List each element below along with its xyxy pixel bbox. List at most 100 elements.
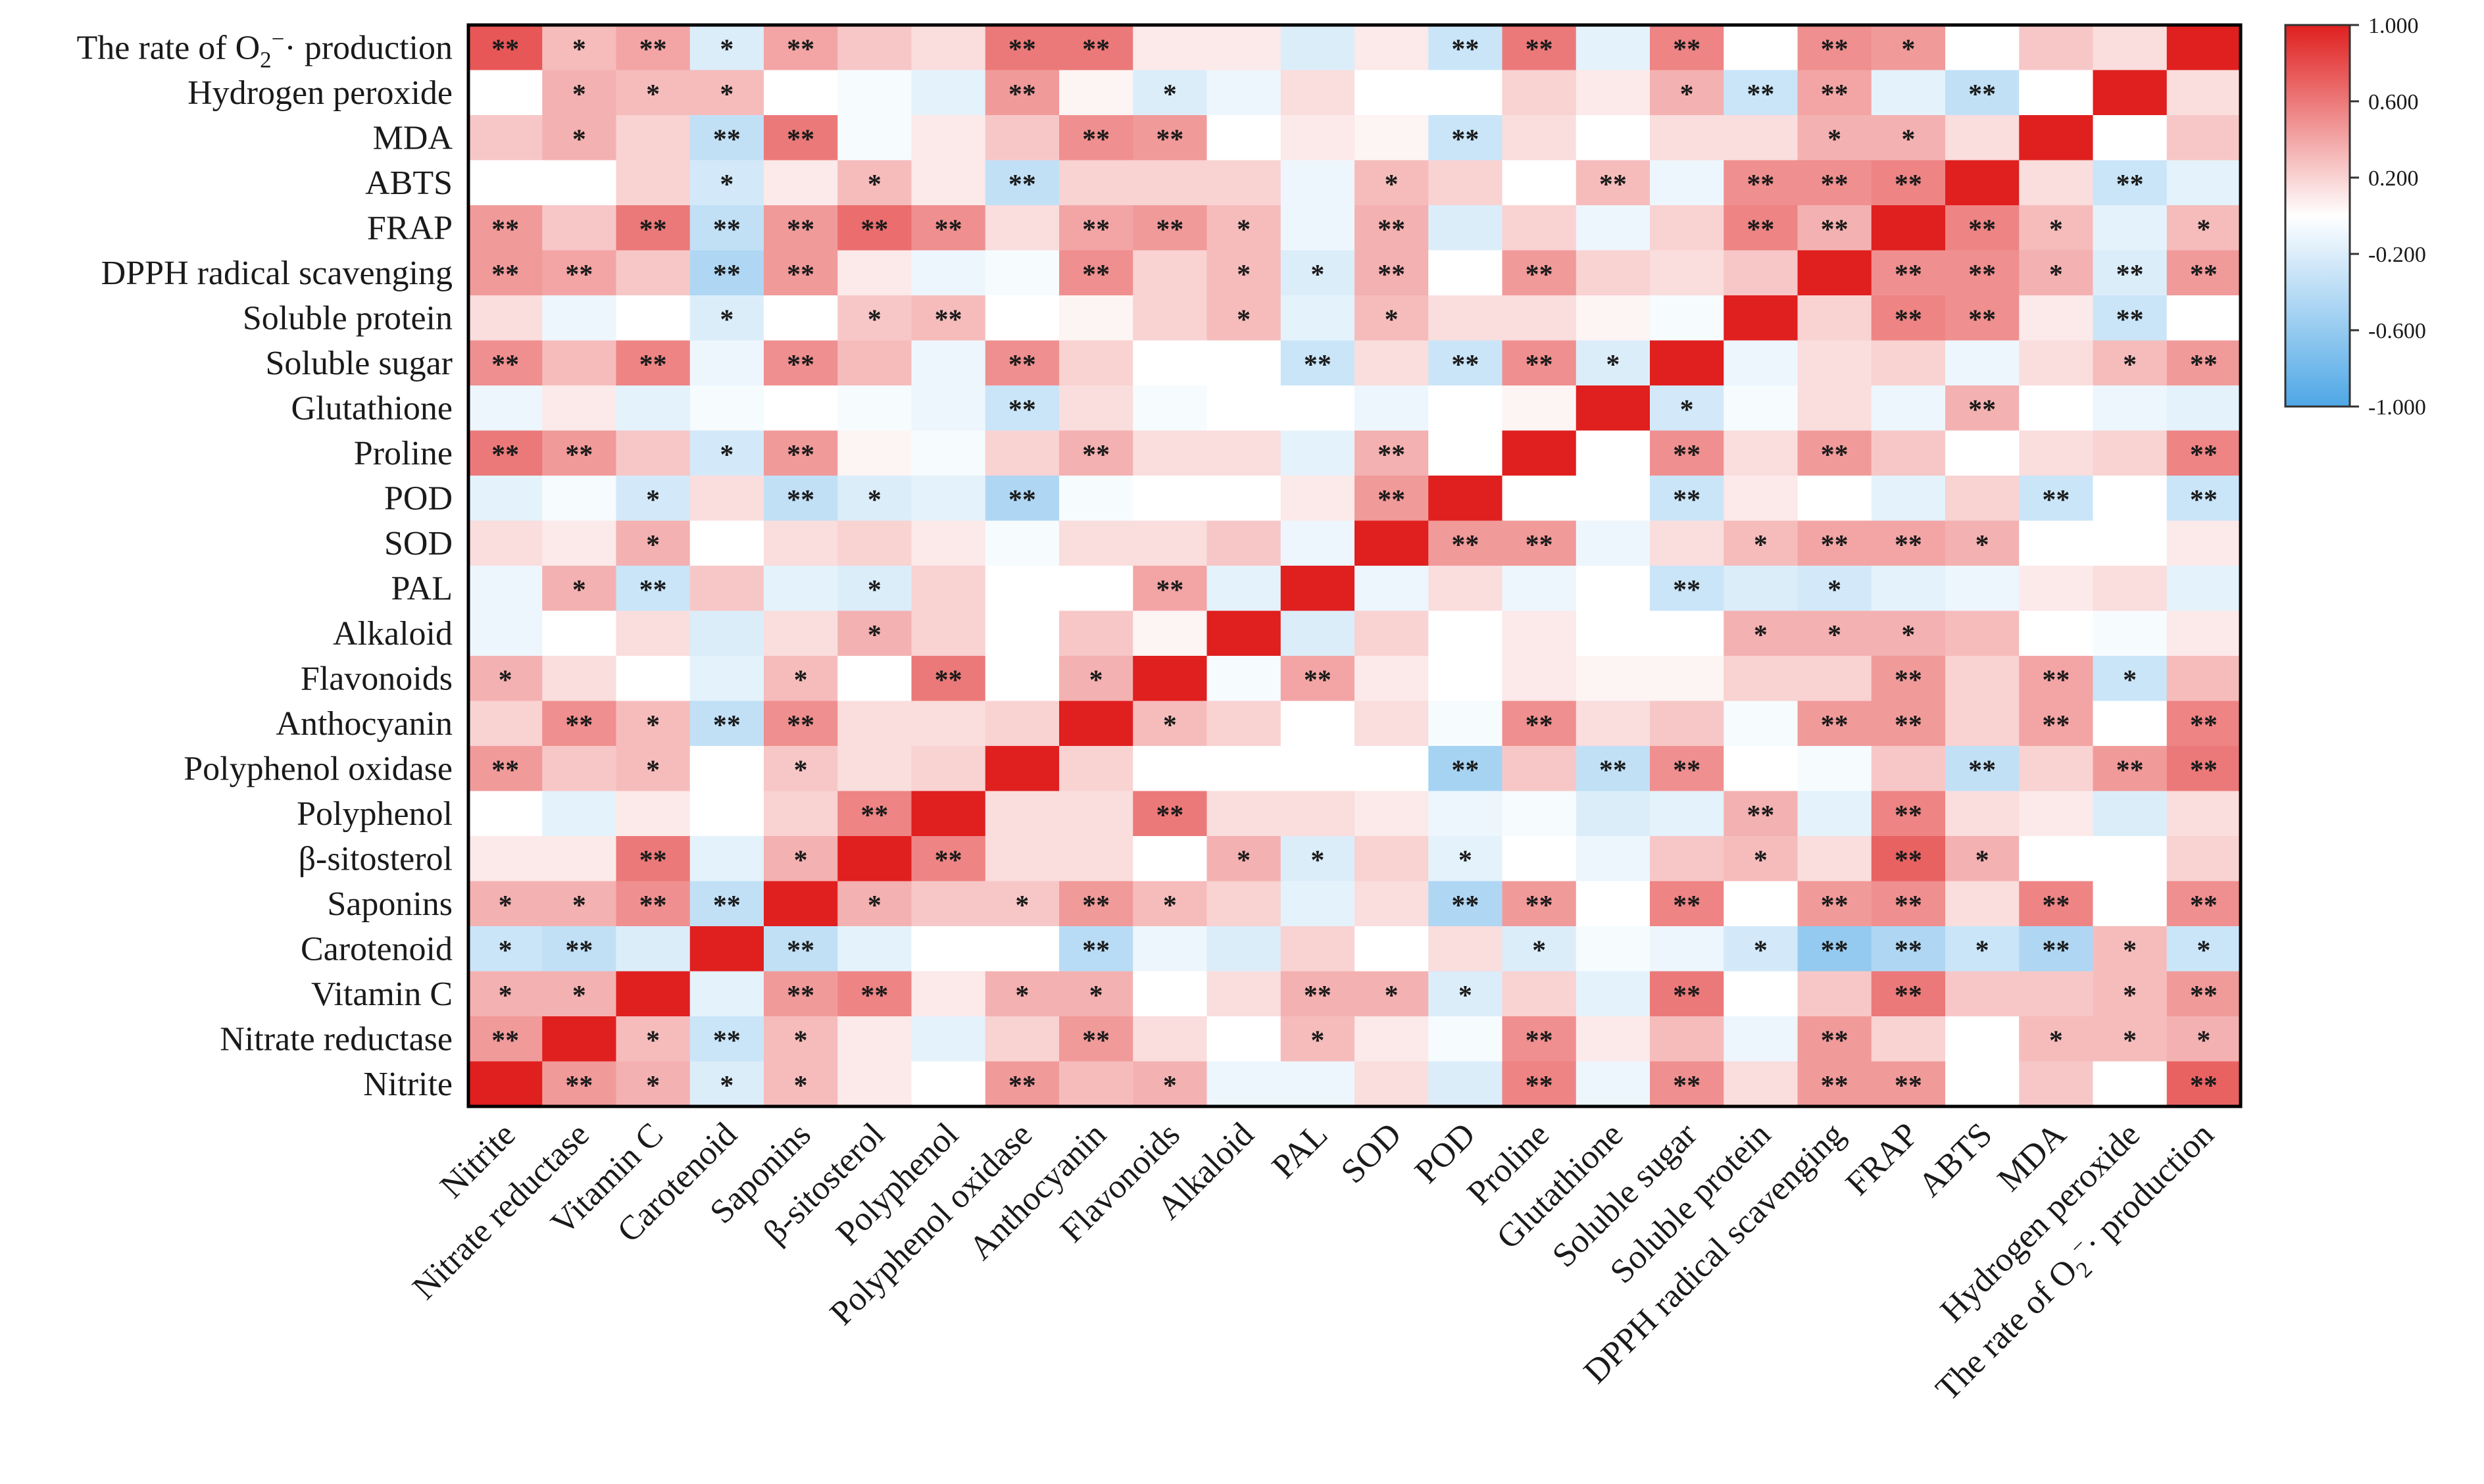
heatmap-cell xyxy=(2019,430,2094,476)
heatmap-cell xyxy=(689,476,764,522)
heatmap-cell xyxy=(764,971,838,1017)
heatmap-cell xyxy=(1724,746,1799,792)
significance-star: ** xyxy=(1526,1026,1553,1056)
significance-star: ** xyxy=(1895,891,1922,921)
heatmap-cell xyxy=(1280,115,1355,161)
heatmap-cell xyxy=(1206,1016,1281,1062)
heatmap-cell xyxy=(689,340,764,386)
significance-star: ** xyxy=(1895,1071,1922,1101)
significance-star: * xyxy=(1237,260,1251,290)
significance-star: * xyxy=(2197,214,2210,245)
heatmap-cell xyxy=(616,701,691,747)
significance-star: ** xyxy=(787,260,814,290)
heatmap-cell xyxy=(2093,610,2168,656)
heatmap-cell xyxy=(616,115,691,161)
heatmap-cell xyxy=(2019,295,2094,341)
significance-star: ** xyxy=(860,801,888,831)
heatmap-cell xyxy=(1280,701,1355,747)
heatmap-cell xyxy=(1576,340,1651,386)
heatmap-cell xyxy=(1280,566,1355,612)
significance-star: ** xyxy=(2190,440,2218,470)
heatmap-cell xyxy=(1354,160,1429,206)
heatmap-cell xyxy=(985,1061,1060,1107)
colorbar-tick-label: 0.600 xyxy=(2368,90,2419,114)
significance-star: * xyxy=(720,1071,733,1101)
significance-star: ** xyxy=(935,665,962,695)
heatmap-cell xyxy=(1428,1061,1503,1107)
heatmap-cell xyxy=(1797,746,1872,792)
heatmap-cell xyxy=(1797,1016,1872,1062)
heatmap-cell xyxy=(764,1061,838,1107)
heatmap-cell xyxy=(1576,791,1651,837)
significance-star: ** xyxy=(1082,440,1110,470)
heatmap-cell xyxy=(542,340,617,386)
heatmap-cell xyxy=(764,836,838,882)
heatmap-cell xyxy=(1502,566,1577,612)
heatmap-cell xyxy=(1428,25,1503,71)
heatmap-cell xyxy=(1428,385,1503,432)
significance-star: ** xyxy=(935,845,962,876)
heatmap-cell xyxy=(2093,971,2168,1017)
significance-star: * xyxy=(720,440,733,470)
heatmap-cell xyxy=(1280,791,1355,837)
heatmap-cell xyxy=(1354,881,1429,927)
heatmap-cell xyxy=(1280,656,1355,702)
heatmap-cell xyxy=(837,520,912,566)
heatmap-cell xyxy=(2093,430,2168,476)
label-text: POD xyxy=(384,480,453,517)
heatmap-cell xyxy=(2166,160,2241,206)
heatmap-cell xyxy=(2166,656,2241,702)
significance-star: * xyxy=(1310,1026,1324,1056)
heatmap-cell xyxy=(1576,520,1651,566)
heatmap-cell xyxy=(764,881,838,927)
heatmap-cell xyxy=(1502,1016,1577,1062)
significance-star: ** xyxy=(1526,710,1553,741)
significance-star: ** xyxy=(1526,34,1553,64)
heatmap-cell xyxy=(2019,1061,2094,1107)
heatmap-cell xyxy=(1133,295,1208,341)
significance-star: * xyxy=(720,170,733,200)
significance-star: ** xyxy=(1156,124,1183,155)
significance-star: ** xyxy=(1895,665,1922,695)
colorbar-tick-label: -0.200 xyxy=(2368,243,2426,267)
heatmap-cell xyxy=(1354,1061,1429,1107)
heatmap-cell xyxy=(2093,295,2168,341)
heatmap-cell xyxy=(689,1016,764,1062)
heatmap-cell xyxy=(542,746,617,792)
heatmap-cell xyxy=(1280,926,1355,972)
significance-star: * xyxy=(1606,350,1620,380)
heatmap-cell xyxy=(1724,656,1799,702)
significance-star: * xyxy=(646,1071,660,1101)
heatmap-cell xyxy=(1724,250,1799,296)
heatmap-cell xyxy=(911,385,986,432)
heatmap-cell xyxy=(1945,385,2020,432)
heatmap-cell xyxy=(1502,115,1577,161)
label-text: Vitamin C xyxy=(311,976,453,1013)
heatmap-cell xyxy=(1797,1061,1872,1107)
significance-star: * xyxy=(868,620,882,651)
significance-star: ** xyxy=(1673,34,1701,64)
heatmap-cell xyxy=(1428,250,1503,296)
significance-star: ** xyxy=(639,575,667,605)
significance-star: ** xyxy=(491,214,519,245)
heatmap-cell xyxy=(764,430,838,476)
significance-star: ** xyxy=(1082,935,1110,966)
heatmap-cell xyxy=(911,971,986,1017)
heatmap-cell xyxy=(2166,430,2241,476)
heatmap-cell xyxy=(985,70,1060,116)
heatmap-cell xyxy=(1724,701,1799,747)
heatmap-cell xyxy=(985,25,1060,71)
heatmap-cell xyxy=(1650,430,1724,476)
heatmap-cell xyxy=(689,610,764,656)
heatmap-cell xyxy=(2093,701,2168,747)
heatmap-cell xyxy=(1133,881,1208,927)
heatmap-cell xyxy=(1059,295,1133,341)
significance-star: ** xyxy=(1451,530,1479,560)
significance-star: ** xyxy=(1673,440,1701,470)
significance-star: * xyxy=(1163,710,1177,741)
heatmap-cell xyxy=(1797,791,1872,837)
significance-star: ** xyxy=(787,214,814,245)
significance-star: ** xyxy=(1968,214,1996,245)
heatmap-cell xyxy=(616,25,691,71)
